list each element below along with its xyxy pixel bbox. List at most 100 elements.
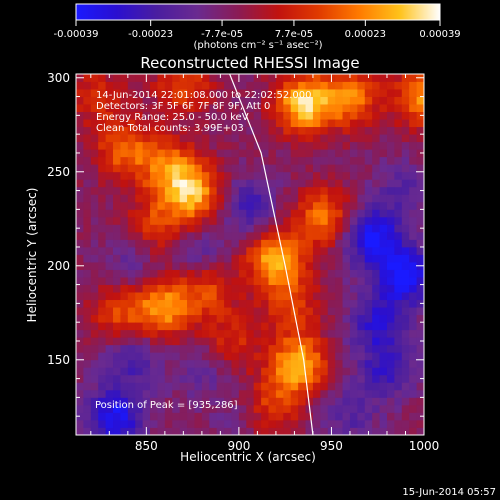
heatmap-cell: [349, 194, 358, 203]
heatmap-cell: [253, 284, 262, 293]
heatmap-cell: [172, 344, 181, 353]
heatmap-cell: [386, 397, 395, 406]
heatmap-cell: [120, 314, 129, 323]
heatmap-cell: [394, 141, 403, 150]
heatmap-cell: [142, 89, 151, 97]
heatmap-cell: [201, 329, 210, 338]
heatmap-cell: [231, 156, 240, 165]
heatmap-cell: [298, 111, 306, 120]
heatmap-cell: [298, 292, 306, 301]
heatmap-cell: [231, 262, 240, 270]
heatmap-cell: [194, 81, 203, 90]
heatmap-cell: [157, 284, 166, 293]
heatmap-cell: [150, 254, 158, 263]
heatmap-cell: [172, 224, 181, 233]
heatmap-cell: [135, 269, 144, 278]
heatmap-cell: [216, 329, 225, 338]
heatmap-cell: [113, 141, 121, 150]
heatmap-cell: [283, 367, 292, 376]
heatmap-cell: [157, 216, 166, 225]
heatmap-cell: [349, 397, 358, 406]
heatmap-cell: [357, 322, 366, 331]
heatmap-cell: [90, 359, 99, 368]
heatmap-cell: [157, 262, 166, 270]
heatmap-cell: [105, 126, 114, 135]
heatmap-cell: [83, 194, 92, 203]
heatmap-cell: [261, 314, 269, 323]
heatmap-cell: [327, 404, 336, 413]
heatmap-cell: [320, 262, 329, 270]
heatmap-cell: [379, 246, 388, 255]
heatmap-cell: [327, 186, 336, 195]
heatmap-cell: [113, 359, 121, 368]
heatmap-cell: [335, 269, 343, 278]
heatmap-cell: [253, 231, 262, 240]
heatmap-cell: [105, 216, 114, 225]
heatmap-cell: [187, 194, 195, 203]
heatmap-cell: [298, 126, 306, 135]
heatmap-cell: [283, 231, 292, 240]
heatmap-cell: [179, 299, 188, 308]
heatmap-cell: [320, 389, 329, 398]
heatmap-cell: [409, 314, 417, 323]
heatmap-cell: [401, 149, 410, 158]
heatmap-cell: [305, 389, 314, 398]
heatmap-cell: [224, 156, 232, 165]
heatmap-cell: [290, 89, 299, 97]
heatmap-cell: [335, 111, 343, 120]
heatmap-cell: [409, 194, 417, 203]
heatmap-cell: [120, 119, 129, 128]
heatmap-cell: [142, 367, 151, 376]
heatmap-cell: [194, 412, 203, 421]
heatmap-cell: [90, 239, 99, 248]
heatmap-cell: [224, 171, 232, 180]
heatmap-cell: [335, 194, 343, 203]
heatmap-cell: [142, 404, 151, 413]
heatmap-cell: [142, 397, 151, 406]
heatmap-cell: [224, 111, 232, 120]
heatmap-cell: [372, 359, 380, 368]
heatmap-cell: [298, 299, 306, 308]
heatmap-cell: [157, 179, 166, 188]
heatmap-cell: [320, 344, 329, 353]
heatmap-cell: [90, 344, 99, 353]
heatmap-cell: [349, 367, 358, 376]
heatmap-cell: [290, 126, 299, 135]
heatmap-cell: [320, 134, 329, 143]
heatmap-cell: [98, 404, 107, 413]
heatmap-cell: [83, 224, 92, 233]
y-axis-label: Heliocentric Y (arcsec): [25, 188, 39, 323]
heatmap-cell: [327, 126, 336, 135]
heatmap-cell: [157, 231, 166, 240]
heatmap-cell: [231, 397, 240, 406]
heatmap-cell: [342, 201, 351, 210]
heatmap-cell: [342, 412, 351, 421]
heatmap-cell: [135, 156, 144, 165]
heatmap-cell: [157, 201, 166, 210]
heatmap-cell: [298, 367, 306, 376]
heatmap-cell: [83, 322, 92, 331]
heatmap-cell: [394, 412, 403, 421]
heatmap-cell: [394, 126, 403, 135]
heatmap-cell: [379, 194, 388, 203]
plot-frame: [75, 73, 425, 436]
heatmap-cell: [194, 277, 203, 285]
heatmap-cell: [327, 246, 336, 255]
heatmap-cell: [113, 352, 121, 361]
heatmap-cell: [90, 427, 99, 435]
heatmap-cell: [335, 419, 343, 428]
heatmap-cell: [135, 149, 144, 158]
heatmap-cell: [379, 292, 388, 301]
heatmap-cell: [194, 209, 203, 218]
heatmap-cell: [224, 322, 232, 331]
heatmap-cell: [357, 231, 366, 240]
heatmap-cell: [157, 427, 166, 435]
heatmap-cell: [209, 104, 218, 112]
heatmap-cell: [283, 246, 292, 255]
colorbar-tick-label: 0.00023: [345, 29, 386, 40]
heatmap-cell: [394, 89, 403, 97]
heatmap-cell: [83, 171, 92, 180]
heatmap-cell: [216, 382, 225, 391]
heatmap-cell: [83, 427, 92, 435]
heatmap-cell: [120, 149, 129, 158]
